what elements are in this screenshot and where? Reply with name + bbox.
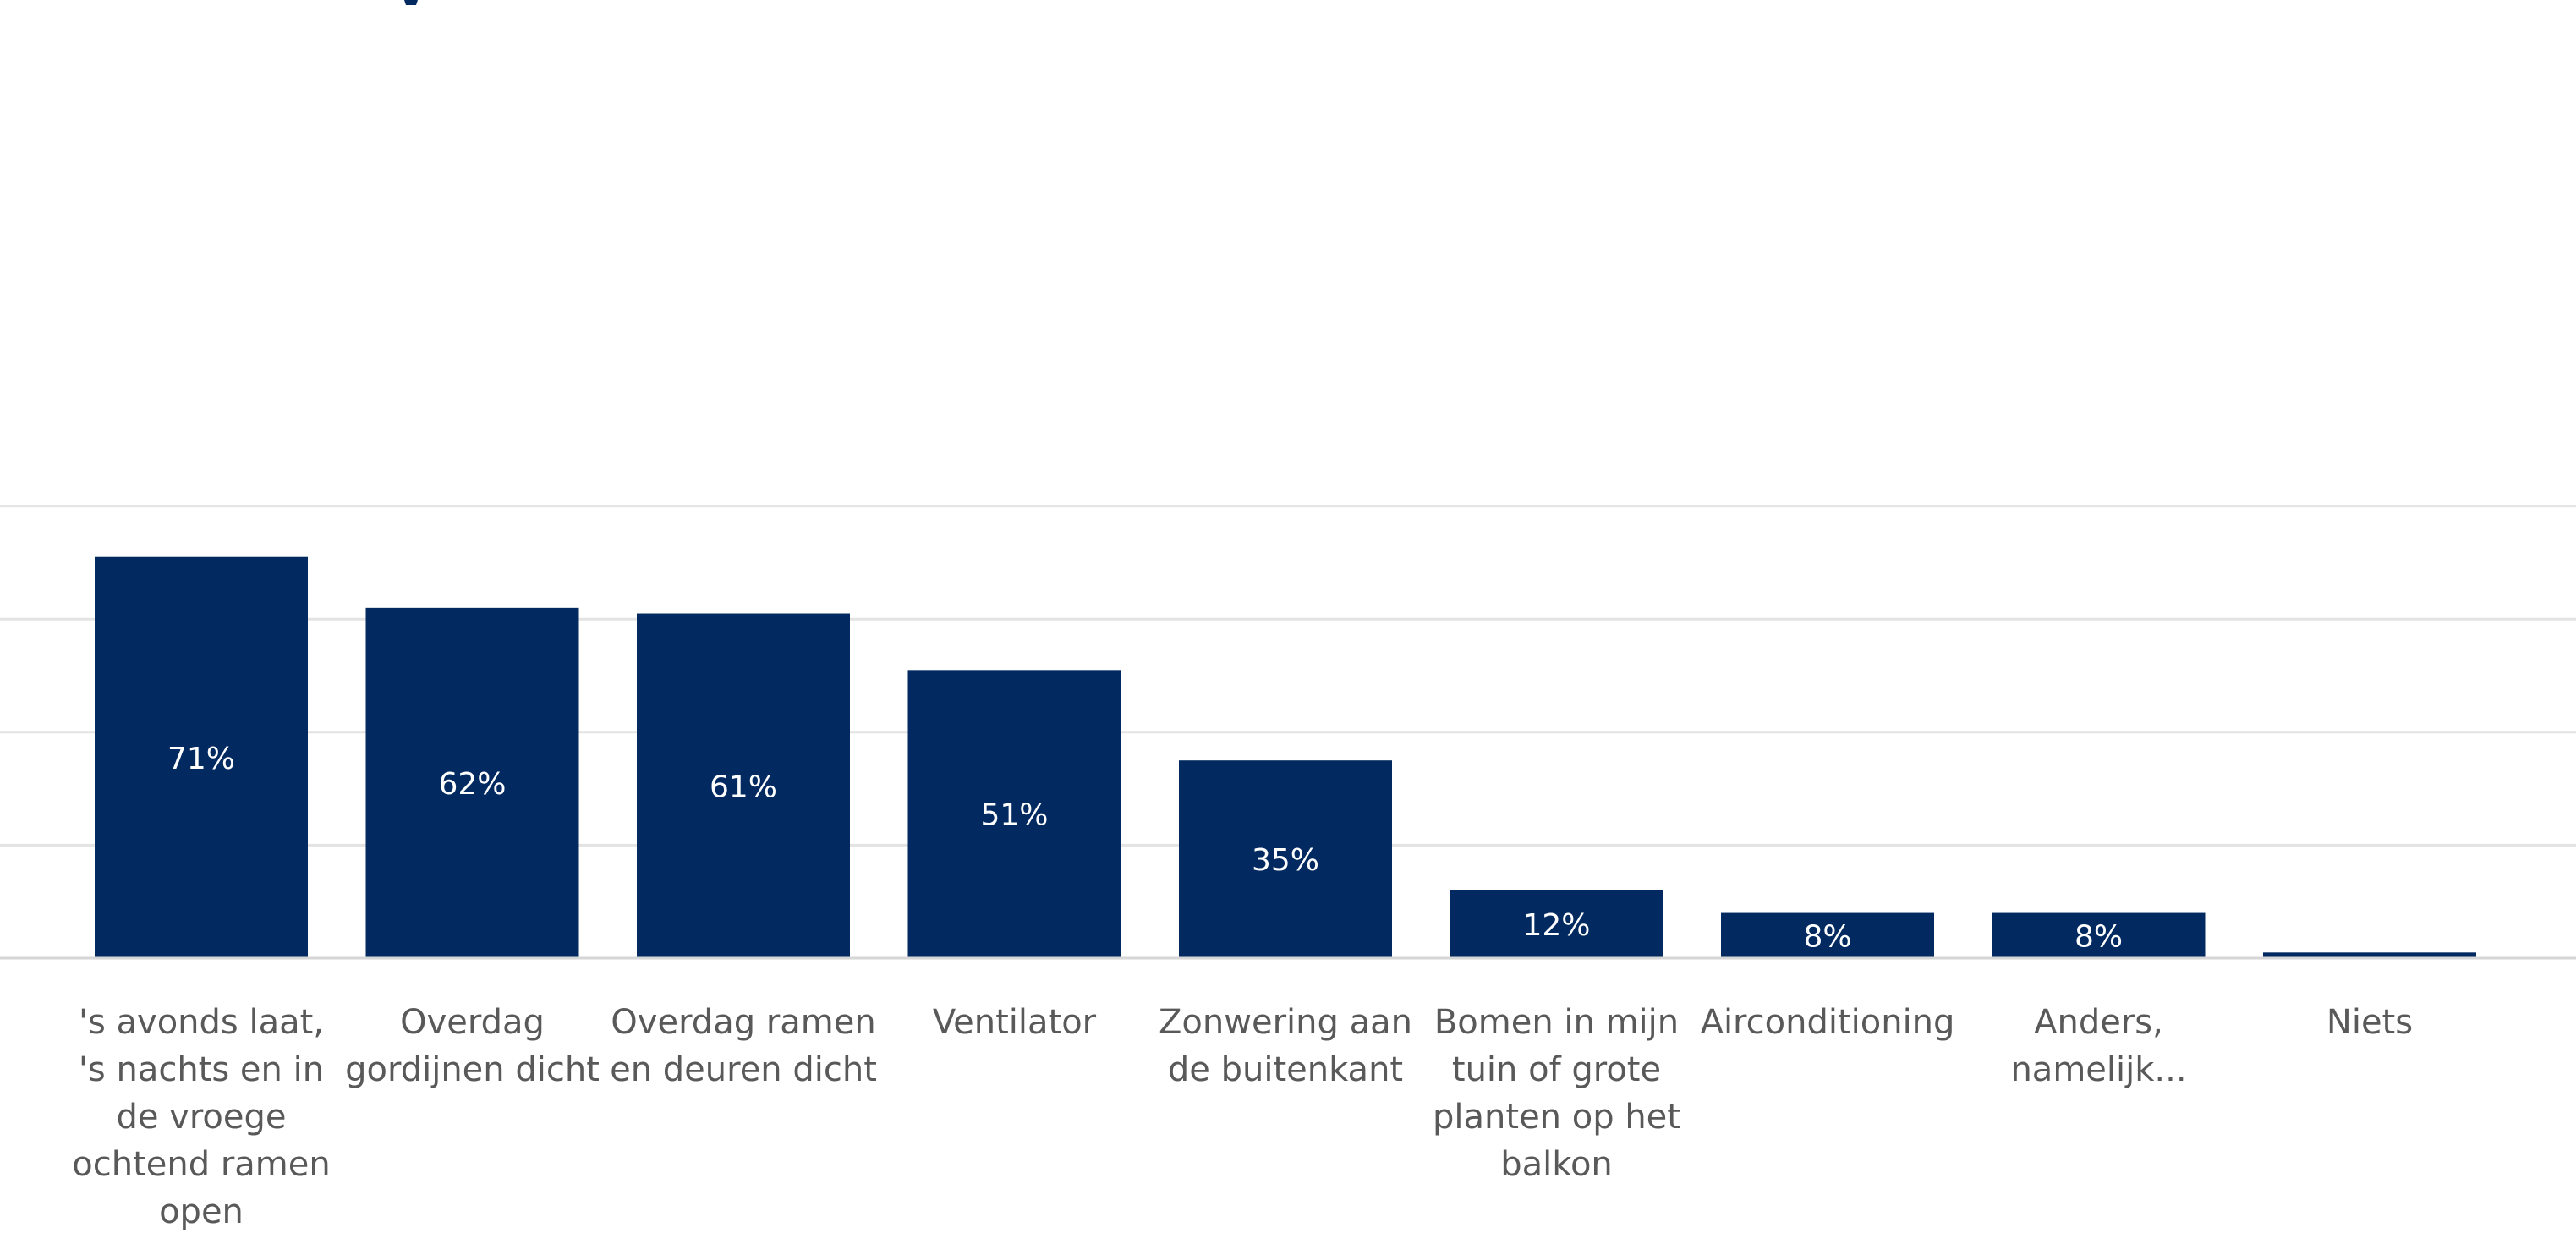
x-tick-label: Overdag ramen en deuren dicht (610, 1003, 877, 1089)
bar (637, 613, 850, 958)
x-tick-label-line: Overdag (400, 1003, 545, 1042)
bar (365, 607, 579, 958)
x-tick-label-line: en deuren dicht (610, 1050, 877, 1089)
x-tick-label-line: namelijk... (2010, 1050, 2186, 1089)
data-labels: 71% 62% 61% 51% 35% 12% 8% 8% (167, 742, 2123, 954)
bar (1450, 890, 1663, 958)
x-tick-label: Ventilator (933, 1003, 1097, 1042)
x-tick-label: Airconditioning (1701, 1003, 1955, 1042)
x-tick-label-line: gordijnen dicht (345, 1050, 600, 1089)
chart-title-fragment (404, 0, 418, 5)
x-tick-label-line: Ventilator (933, 1003, 1097, 1042)
x-tick-label-line: Airconditioning (1701, 1003, 1955, 1042)
bar (1721, 912, 1934, 958)
x-tick-label-line: Niets (2327, 1003, 2413, 1042)
data-label: 61% (710, 770, 777, 804)
x-tick-label-line: 's nachts en in (79, 1050, 324, 1089)
data-label: 8% (2075, 919, 2123, 954)
data-label: 71% (167, 742, 235, 776)
bar (907, 670, 1121, 958)
x-tick-label-line: de vroege (116, 1098, 286, 1137)
x-tick-label-line: ochtend ramen (72, 1145, 330, 1184)
x-tick-label-line: Zonwering aan (1159, 1003, 1412, 1042)
bar (2263, 952, 2476, 958)
x-tick-label-line: de buitenkant (1168, 1050, 1403, 1089)
x-tick-label-line: balkon (1500, 1145, 1613, 1184)
data-label: 51% (980, 798, 1048, 833)
x-tick-label: Bomen in mijn tuin of grote planten op het… (1433, 1003, 1680, 1184)
x-tick-label-line: Overdag ramen (611, 1003, 875, 1042)
bar (1179, 760, 1392, 958)
x-tick-label-line: Anders, (2034, 1003, 2163, 1042)
x-tick-label-line: tuin of grote (1452, 1050, 1661, 1089)
x-tick-label-line: Bomen in mijn (1434, 1003, 1679, 1042)
x-tick-label-line: planten op het (1433, 1098, 1680, 1137)
data-label: 62% (438, 767, 506, 802)
data-label: 12% (1522, 908, 1590, 943)
bar (1992, 912, 2206, 958)
x-tick-label: Zonwering aan de buitenkant (1159, 1003, 1412, 1089)
data-label: 8% (1803, 919, 1851, 954)
x-tick-label: Niets (2327, 1003, 2413, 1042)
x-axis: 's avonds laat, 's nachts en in de vroege o… (0, 956, 2576, 1231)
x-tick-label: 's avonds laat, 's nachts en in de vroege o… (72, 1003, 330, 1231)
data-label: 35% (1252, 843, 1319, 878)
x-tick-label: Anders, namelijk... (2010, 1003, 2186, 1089)
bar (95, 556, 308, 958)
x-tick-label-line: 's avonds laat, (79, 1003, 324, 1042)
x-tick-label-line: open (159, 1192, 244, 1231)
bars (95, 556, 2476, 958)
x-tick-label: Overdag gordijnen dicht (345, 1003, 600, 1089)
